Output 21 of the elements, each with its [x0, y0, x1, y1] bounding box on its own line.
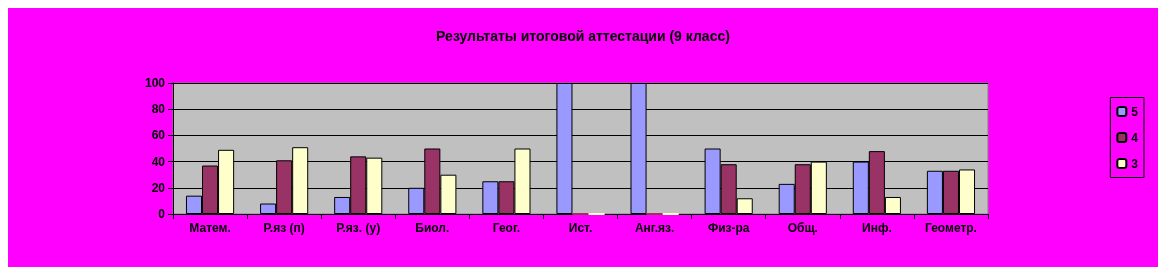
y-tick-label: 60 — [151, 128, 166, 143]
y-tick-label: 0 — [158, 207, 166, 221]
y-tick-label: 40 — [151, 154, 166, 169]
y-tick-label: 100 — [144, 76, 166, 90]
legend-label: 5 — [1131, 104, 1139, 119]
y-tick-label: 80 — [151, 102, 166, 117]
x-tick-label: Физ-ра — [707, 221, 750, 235]
x-tick-label: Биол. — [415, 221, 450, 235]
x-tick-label: Матем. — [189, 221, 231, 235]
x-tick-label: Инф. — [862, 221, 892, 235]
x-tick-label: Общ. — [787, 221, 818, 235]
x-tick-label: Геометр. — [924, 221, 977, 235]
y-tick-label: 20 — [151, 180, 166, 195]
x-tick-label: Ист. — [568, 221, 593, 235]
x-tick-label: Анг.яз. — [634, 221, 675, 235]
chart-title: Результаты итоговой аттестации (9 класс) — [436, 28, 730, 44]
legend-label: 3 — [1131, 156, 1139, 171]
x-tick-label: Р.яз. (у) — [336, 221, 381, 235]
legend-label: 4 — [1131, 130, 1139, 145]
x-tick-label: Р.яз (п) — [263, 221, 305, 235]
x-tick-label: Геог. — [492, 221, 521, 235]
